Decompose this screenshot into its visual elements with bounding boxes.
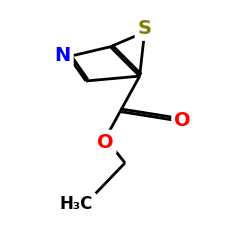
Text: H₃C: H₃C bbox=[60, 196, 93, 214]
Text: N: N bbox=[54, 46, 71, 65]
Text: S: S bbox=[138, 19, 151, 38]
Text: O: O bbox=[97, 132, 114, 152]
Text: O: O bbox=[174, 110, 191, 130]
